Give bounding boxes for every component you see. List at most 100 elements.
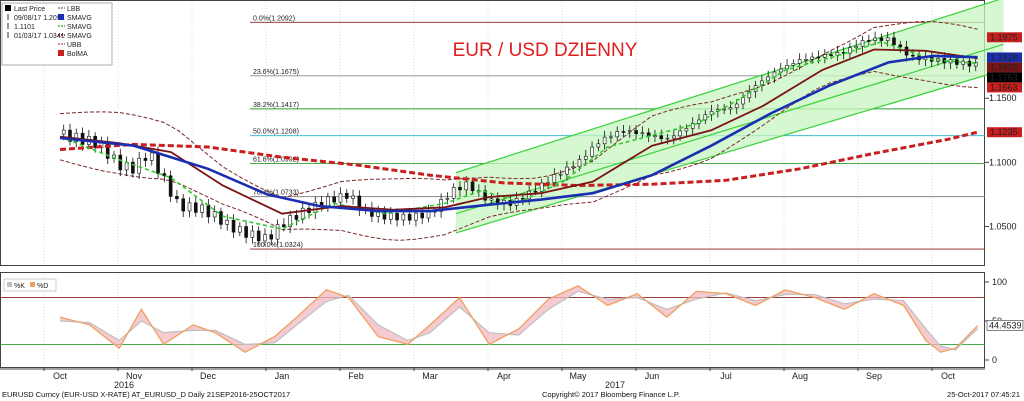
- candle-body: [470, 181, 475, 192]
- candle-body: [388, 213, 393, 220]
- price-badge-label: 1.1818: [990, 52, 1018, 62]
- fib-label: 38.2%(1.1417): [253, 102, 299, 109]
- legend-label: 01/03/17 1.0341: [14, 33, 65, 40]
- legend-marker: [5, 5, 11, 11]
- candle-body: [558, 173, 563, 176]
- candle-body: [282, 224, 286, 228]
- candle-body: [690, 123, 695, 129]
- fib-label: 23.6%(1.1675): [253, 69, 299, 76]
- candle-body: [602, 136, 607, 145]
- candle-body: [256, 230, 261, 242]
- legend: Last Price 09/08/17 1.2092 1.1101 01/03/17 …: [1, 2, 113, 66]
- candle-body: [395, 213, 399, 221]
- eurusd-chart: 0.0%(1.2092) 23.6%(1.1675) 38.2%(1.1417) 50…: [0, 0, 1024, 390]
- candle-body: [351, 195, 355, 199]
- legend-label: SMAVG: [67, 24, 92, 31]
- candle-body: [156, 152, 160, 174]
- candle-body: [634, 130, 638, 135]
- candle-body: [181, 198, 186, 212]
- candle-body: [238, 226, 242, 233]
- candle-body: [734, 103, 739, 108]
- candle-body: [175, 196, 179, 200]
- candle-body: [873, 37, 877, 41]
- month-label: Jul: [720, 371, 732, 381]
- x-axis-months: Oct Nov Dec Jan Feb Mar Apr May Jun Jul Aug Sep Oct 2…: [43, 367, 955, 390]
- candle-body: [898, 44, 903, 48]
- trend-channel: [455, 0, 1004, 234]
- candle-body: [621, 131, 626, 133]
- candle-body: [860, 40, 865, 47]
- channel-lower-line: [455, 69, 1004, 234]
- candle-body: [539, 182, 544, 192]
- footer-security: EURUSD Curncy (EUR-USD X-RATE) AT_EURUSD…: [2, 390, 291, 399]
- candle-body: [665, 137, 670, 140]
- month-label: Jun: [645, 371, 660, 381]
- year-label: 2017: [605, 380, 625, 390]
- candle-body: [955, 59, 959, 65]
- candle-body: [269, 234, 274, 240]
- candle-body: [722, 108, 726, 111]
- candle-body: [193, 202, 198, 213]
- candle-body: [294, 215, 299, 220]
- candle-body: [672, 135, 676, 139]
- candle-body: [785, 64, 789, 70]
- price-badge-label: 1.1663: [990, 82, 1018, 92]
- candle-body: [848, 47, 852, 54]
- legend-label: 09/08/17 1.2092: [14, 15, 65, 22]
- candle-body: [187, 202, 192, 212]
- candle-body: [810, 56, 815, 60]
- candle-body: [451, 186, 456, 199]
- legend-label: 1.1101: [14, 24, 35, 31]
- candle-body: [565, 166, 569, 175]
- candle-body: [892, 37, 896, 46]
- candle-body: [407, 213, 412, 221]
- candle-body: [74, 132, 79, 142]
- month-label: Jan: [275, 371, 290, 381]
- candle-body: [489, 198, 494, 201]
- month-label: Feb: [348, 371, 364, 381]
- candle-body: [867, 40, 871, 42]
- sma-darkred-dashed-line: [59, 130, 978, 188]
- candle-body: [338, 192, 343, 203]
- candle-body: [804, 59, 808, 61]
- price-badge: [987, 32, 1022, 43]
- candle-body: [137, 157, 141, 174]
- candle-body: [552, 174, 557, 183]
- candle-body: [822, 54, 827, 58]
- candle-body: [225, 219, 230, 225]
- price-badge: [987, 82, 1022, 93]
- legend-label: UBB: [67, 42, 82, 49]
- price-badge-label: 1.1805: [990, 62, 1018, 72]
- candle-body: [627, 130, 632, 132]
- chart-title: EUR / USD DZIENNY: [453, 40, 638, 61]
- candle-body: [797, 59, 802, 64]
- candle-body: [143, 157, 148, 161]
- candle-body: [206, 204, 211, 218]
- candle-body: [816, 56, 821, 59]
- stoch-y-tick-label: 100: [992, 277, 1007, 287]
- legend-label: Last Price: [14, 6, 45, 13]
- candle-body: [911, 54, 915, 57]
- candle-body: [854, 45, 859, 49]
- candle-body: [596, 143, 601, 148]
- candle-body: [829, 54, 833, 56]
- candle-body: [590, 146, 594, 157]
- candle-body: [747, 91, 752, 99]
- fib-label: 50.0%(1.1208): [253, 129, 299, 136]
- price-badge: [987, 62, 1022, 73]
- candle-body: [212, 211, 217, 218]
- candle-body: [678, 130, 682, 137]
- candle-body: [653, 135, 657, 137]
- candle-body: [445, 198, 450, 200]
- candle-body: [533, 190, 538, 193]
- month-label: Nov: [126, 371, 143, 381]
- candle-body: [879, 37, 884, 41]
- candle-body: [967, 60, 972, 67]
- stoch-legend-marker: [30, 282, 35, 287]
- candle-body: [885, 37, 890, 41]
- footer-timestamp: 25-Oct-2017 07:45:21: [947, 390, 1020, 399]
- y-tick-label: 1.1500: [989, 93, 1017, 103]
- y-tick-label: 1.1000: [989, 157, 1017, 167]
- footer: EURUSD Curncy (EUR-USD X-RATE) AT_EURUSD…: [0, 390, 1024, 401]
